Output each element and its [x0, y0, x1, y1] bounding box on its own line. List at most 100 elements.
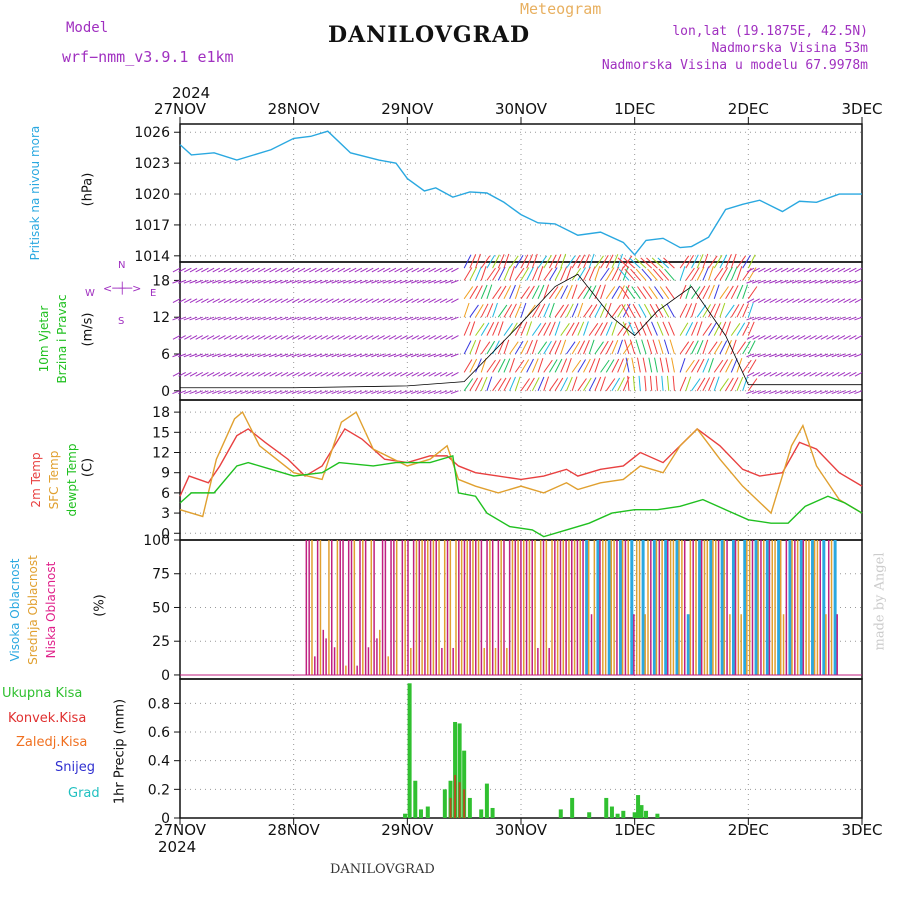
wind-barb — [679, 255, 690, 269]
wind-barb — [240, 279, 249, 284]
wind-barb — [854, 316, 863, 321]
wind-barb — [503, 285, 512, 300]
wind-barb — [702, 377, 711, 392]
wind-barb — [638, 303, 647, 318]
wind-barb — [752, 371, 760, 377]
cloud-bar — [573, 540, 576, 675]
wind-barb — [416, 353, 425, 358]
wind-barb — [825, 390, 834, 395]
wind-barb — [183, 279, 192, 284]
wind-barb — [685, 284, 692, 299]
cloud-bar — [429, 540, 432, 675]
wind-barb — [509, 376, 516, 391]
wind-barb — [292, 371, 300, 377]
cloud-bar — [760, 540, 762, 675]
wind-barb — [645, 321, 653, 336]
cloud-bar — [497, 540, 500, 675]
wind-barb — [691, 267, 700, 281]
wind-barb — [792, 371, 800, 377]
cloud-bar — [692, 540, 694, 675]
cloud-bar — [638, 540, 641, 675]
wind-speed-line — [180, 273, 862, 389]
cloud-bar — [506, 647, 508, 675]
wind-barb — [376, 279, 385, 284]
cloud-bar — [650, 540, 652, 675]
wind-barb — [246, 353, 255, 358]
wind-barb — [263, 390, 272, 395]
wind-barb — [775, 371, 783, 377]
cloud-bar — [319, 540, 322, 675]
wind-barb — [554, 321, 561, 336]
wind-barb — [831, 371, 840, 377]
cloud-bar — [777, 540, 781, 675]
wind-barb — [758, 267, 766, 273]
wind-barb — [172, 316, 181, 321]
wind-barb — [503, 377, 512, 392]
wind-barb — [382, 267, 391, 273]
wind-barb — [354, 267, 363, 273]
cloud-bar — [607, 540, 611, 675]
wind-barb — [792, 267, 800, 273]
cloud-bar — [486, 540, 488, 675]
cloud-bar — [630, 540, 634, 675]
wind-barb — [752, 279, 760, 284]
wind-barb — [326, 371, 334, 377]
cloud-bar — [610, 540, 613, 675]
wind-barb — [416, 316, 425, 321]
wind-barb — [605, 254, 614, 269]
cloud-bar — [604, 540, 607, 675]
wind-barb — [842, 279, 851, 284]
wind-barb — [348, 316, 357, 321]
precip-bars — [403, 683, 660, 818]
wind-barb — [663, 339, 670, 355]
wind-barb — [661, 303, 670, 318]
wind-barb — [509, 303, 517, 318]
wind-barb — [797, 353, 806, 358]
wind-barb — [600, 284, 606, 299]
wind-barb — [469, 304, 479, 318]
wind-barb — [434, 335, 442, 340]
wind-barb — [730, 377, 739, 392]
cloud-bar — [347, 540, 350, 675]
temperature-y-tick-label: 3 — [161, 506, 170, 522]
wind-barb — [342, 316, 351, 321]
cloud-bar — [477, 540, 480, 675]
wind-barb — [280, 316, 289, 321]
wind-barb — [820, 390, 829, 395]
cloud-bar — [655, 540, 658, 675]
wind-barb — [309, 371, 317, 377]
wind-barb — [520, 378, 531, 392]
wind-barb — [212, 371, 221, 377]
wind-barb — [377, 335, 385, 340]
wind-barb — [611, 254, 619, 269]
wind-barb — [359, 279, 368, 284]
cloud-bar — [830, 540, 833, 675]
wind-barb — [189, 353, 198, 358]
x-tick-label-bottom: 27NOV — [154, 821, 207, 839]
wind-barb — [820, 298, 829, 303]
wind-barb — [849, 267, 857, 273]
wind-barb — [492, 286, 502, 300]
cloud-bar — [384, 540, 387, 675]
cloud-bar — [686, 614, 690, 675]
wind-barb — [212, 267, 221, 273]
wind-barb — [702, 339, 709, 355]
wind-barb — [594, 358, 601, 373]
wind-barb — [611, 321, 618, 336]
wind-barb — [583, 339, 590, 355]
wind-barb — [774, 390, 783, 395]
cloud-bar — [458, 540, 460, 675]
wind-barb — [177, 353, 186, 358]
wind-barb — [246, 390, 255, 395]
wind-barb — [849, 298, 857, 303]
cloud-bar — [539, 540, 542, 675]
precip-hail-label: Grad — [68, 786, 100, 801]
wind-barb — [713, 267, 724, 281]
cloud-bar — [748, 540, 751, 675]
wind-barb — [685, 322, 694, 336]
wind-barb — [342, 353, 351, 358]
temperature-panel — [174, 399, 863, 541]
wind-barb — [263, 279, 272, 284]
wind-barb — [195, 353, 203, 358]
cloud-bar — [330, 540, 333, 675]
